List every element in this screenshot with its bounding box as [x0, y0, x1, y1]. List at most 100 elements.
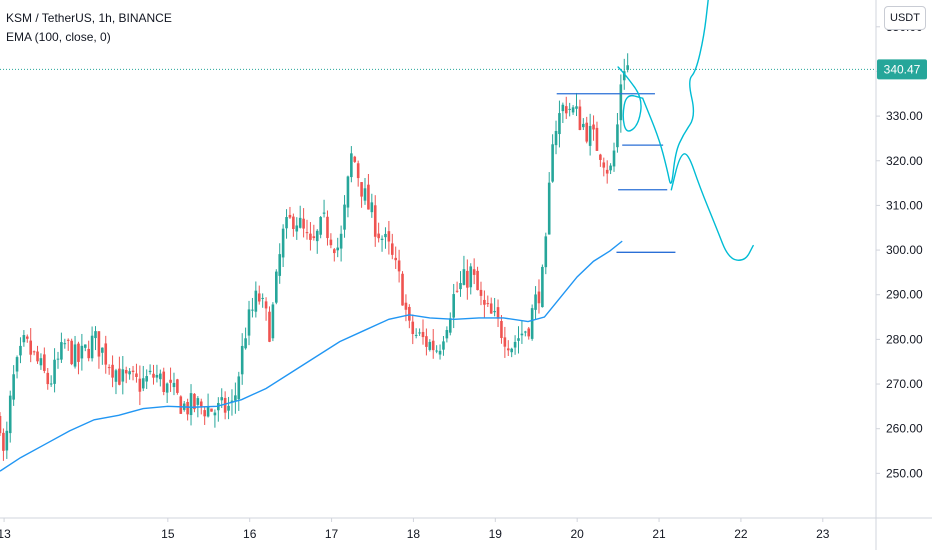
candle-body	[616, 124, 619, 148]
candle-body	[247, 309, 251, 336]
candle-body	[131, 370, 135, 372]
candle-body	[332, 249, 336, 254]
candle-body	[619, 84, 623, 121]
candle-body	[237, 376, 241, 400]
candle-body	[503, 337, 507, 347]
candle-body	[97, 331, 101, 357]
candle-body	[390, 243, 394, 255]
candle-body	[476, 270, 479, 291]
x-tick-label: 23	[816, 527, 830, 541]
candle-body	[43, 354, 46, 371]
candle-body	[520, 333, 524, 336]
currency-button[interactable]: USDT	[884, 6, 926, 30]
candle-body	[326, 216, 329, 239]
candle-body	[452, 294, 455, 318]
candle-body	[411, 321, 415, 335]
candle-body	[94, 331, 97, 339]
candle-body	[339, 233, 343, 249]
candle-body	[435, 350, 438, 352]
candles-layer	[0, 53, 629, 461]
x-tick-label: 17	[325, 527, 339, 541]
candle-body	[159, 373, 162, 380]
candle-body	[302, 218, 305, 229]
y-tick-label: 260.00	[886, 422, 923, 436]
candle-body	[19, 345, 22, 356]
candle-body	[384, 233, 387, 238]
candle-body	[387, 231, 391, 242]
candle-body	[459, 283, 462, 290]
candle-body	[414, 334, 418, 336]
candle-body	[193, 393, 196, 410]
candle-body	[90, 335, 94, 359]
x-tick-label: 18	[407, 527, 421, 541]
candle-body	[114, 370, 118, 382]
candle-body	[438, 350, 442, 355]
candle-body	[186, 401, 189, 415]
candle-body	[261, 297, 264, 299]
candle-body	[257, 293, 261, 302]
candle-body	[220, 397, 224, 401]
candle-body	[564, 106, 568, 114]
candle-body	[196, 398, 200, 405]
candle-body	[312, 236, 316, 239]
candle-body	[12, 374, 15, 400]
candle-body	[141, 378, 145, 389]
candle-body	[431, 340, 435, 351]
candle-body	[554, 130, 558, 146]
candle-body	[585, 122, 589, 142]
candle-body	[380, 238, 384, 240]
candle-body	[264, 301, 268, 309]
x-tick-label: 20	[570, 527, 584, 541]
candle-body	[448, 318, 452, 333]
candle-body	[288, 214, 292, 218]
candle-body	[524, 331, 527, 333]
candle-body	[513, 341, 517, 348]
x-tick-label: 22	[734, 527, 748, 541]
candle-body	[172, 382, 176, 388]
candle-body	[39, 358, 43, 366]
candle-body	[493, 311, 496, 313]
candle-body	[445, 330, 449, 339]
last-price-tag	[877, 59, 927, 80]
candle-body	[343, 204, 346, 230]
candle-body	[469, 266, 473, 288]
candle-body	[298, 217, 302, 228]
candle-body	[373, 205, 377, 237]
candle-body	[138, 378, 142, 392]
candle-body	[268, 311, 271, 342]
candle-body	[53, 359, 56, 384]
candle-body	[305, 232, 309, 234]
candle-body	[401, 273, 404, 306]
candle-body	[486, 303, 490, 305]
candle-body	[322, 212, 326, 214]
candle-body	[421, 331, 425, 338]
candle-body	[356, 163, 360, 179]
candle-body	[234, 395, 237, 401]
candle-body	[295, 225, 299, 232]
y-tick-label: 290.00	[886, 288, 923, 302]
candle-body	[483, 299, 486, 305]
candle-body	[70, 340, 73, 365]
ema-indicator-label: EMA (100, close, 0)	[6, 30, 111, 44]
y-tick-label: 320.00	[886, 154, 923, 168]
candle-body	[162, 371, 166, 392]
projection-drawing	[617, 66, 644, 132]
candle-body	[210, 408, 213, 412]
candle-body	[223, 397, 227, 413]
candle-body	[472, 269, 476, 275]
candle-body	[244, 338, 247, 349]
candle-body	[309, 233, 312, 240]
x-tick-label: 19	[489, 527, 503, 541]
candle-body	[605, 169, 609, 174]
candle-body	[578, 106, 582, 131]
candle-body	[319, 217, 322, 235]
candle-body	[466, 270, 469, 288]
candle-body	[60, 342, 63, 360]
candle-body	[544, 236, 548, 268]
candle-body	[353, 156, 357, 162]
candle-body	[500, 320, 503, 338]
candle-body	[118, 368, 121, 385]
candle-body	[595, 127, 599, 151]
candle-body	[510, 348, 513, 353]
